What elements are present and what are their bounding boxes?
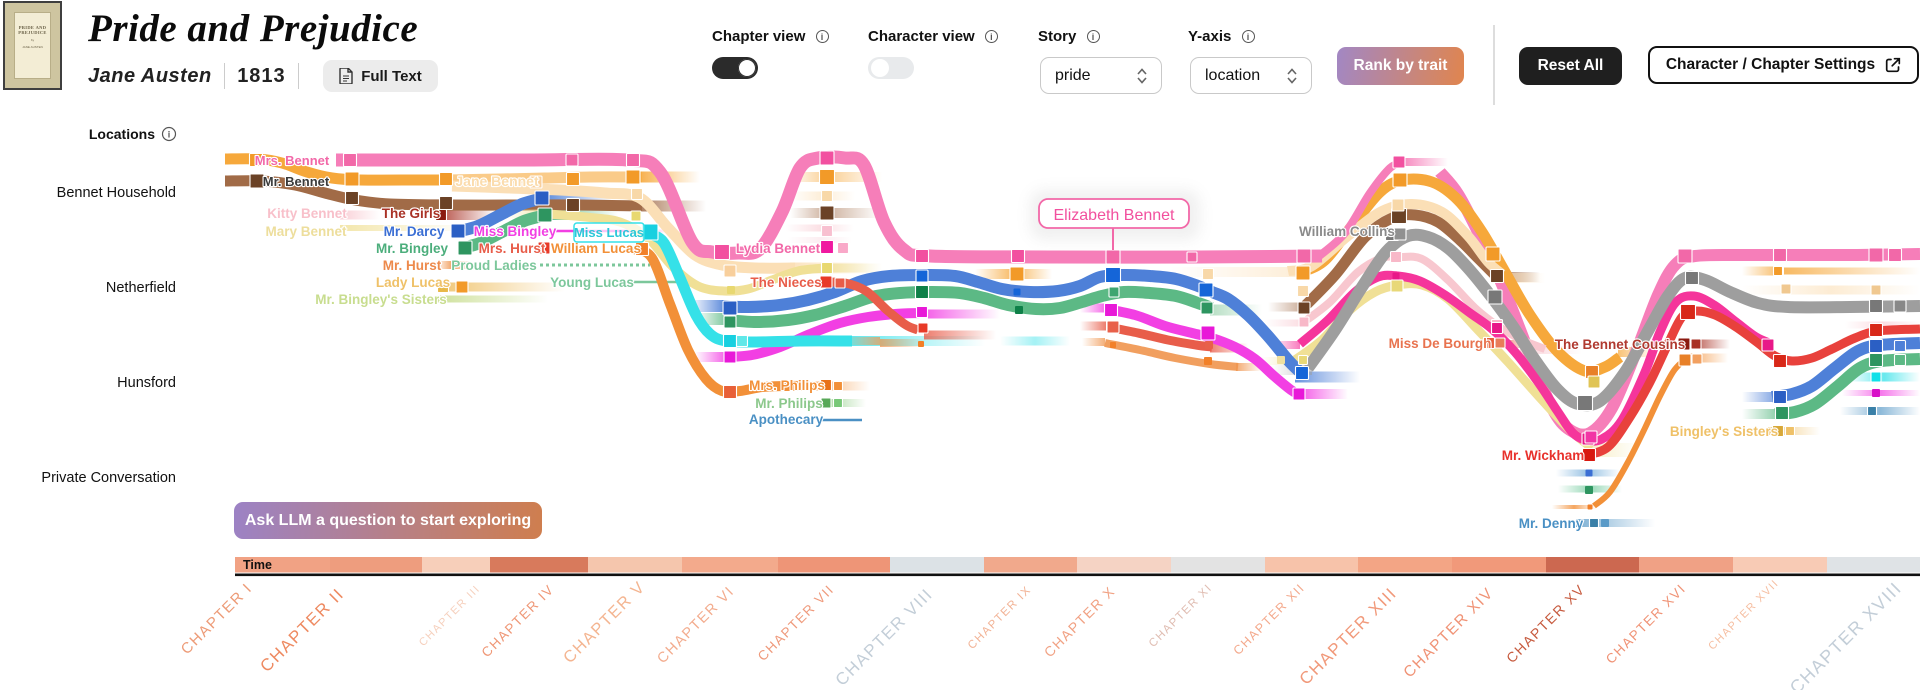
svg-text:CHAPTER XIII: CHAPTER XIII [1296, 584, 1401, 689]
svg-text:CHAPTER I: CHAPTER I [178, 580, 256, 658]
svg-text:CHAPTER IV: CHAPTER IV [479, 582, 557, 660]
svg-text:Proud Ladies: Proud Ladies [451, 258, 537, 273]
svg-text:Mr. Bingley's Sisters: Mr. Bingley's Sisters [315, 292, 447, 307]
svg-text:Young Lucas: Young Lucas [550, 275, 634, 290]
svg-text:Bennet Household: Bennet Household [57, 185, 176, 201]
svg-text:Miss Bingley: Miss Bingley [474, 224, 557, 239]
svg-text:Lady Lucas: Lady Lucas [376, 275, 450, 290]
svg-text:Miss De Bourgh: Miss De Bourgh [1389, 336, 1492, 351]
svg-text:CHAPTER II: CHAPTER II [256, 584, 348, 676]
svg-text:CHAPTER XVI: CHAPTER XVI [1603, 581, 1689, 667]
svg-text:CHAPTER VI: CHAPTER VI [654, 583, 737, 666]
svg-text:Mr. Denny: Mr. Denny [1519, 516, 1584, 531]
svg-text:Miss Lucas: Miss Lucas [574, 225, 644, 240]
svg-text:Hunsford: Hunsford [117, 375, 176, 391]
svg-text:Kitty Bennet: Kitty Bennet [267, 206, 347, 221]
svg-text:CHAPTER XIV: CHAPTER XIV [1400, 584, 1497, 681]
svg-text:William Lucas: William Lucas [551, 241, 641, 256]
svg-text:Mrs. Hurst: Mrs. Hurst [479, 241, 546, 256]
svg-text:CHAPTER VIII: CHAPTER VIII [832, 585, 937, 690]
svg-text:Mr. Hurst: Mr. Hurst [383, 258, 442, 273]
svg-text:Mrs. Philips: Mrs. Philips [749, 378, 825, 393]
svg-text:Jane Bennet: Jane Bennet [455, 173, 539, 189]
svg-text:CHAPTER XVIII: CHAPTER XVIII [1786, 578, 1906, 690]
svg-text:Locations: Locations [89, 126, 155, 142]
svg-text:Elizabeth Bennet: Elizabeth Bennet [1054, 207, 1176, 224]
svg-text:Apothecary: Apothecary [749, 412, 824, 427]
svg-text:CHAPTER V: CHAPTER V [560, 578, 649, 667]
svg-text:Mr. Bingley: Mr. Bingley [376, 241, 449, 256]
svg-text:The Nieces: The Nieces [750, 275, 821, 290]
svg-text:Mr. Philips: Mr. Philips [755, 396, 823, 411]
svg-text:Bingley's Sisters: Bingley's Sisters [1670, 424, 1778, 439]
svg-text:Mr. Bennet: Mr. Bennet [263, 174, 330, 189]
svg-text:The Bennet Cousins: The Bennet Cousins [1555, 337, 1686, 352]
svg-text:Mrs. Bennet: Mrs. Bennet [255, 153, 330, 168]
svg-text:Private Conversation: Private Conversation [41, 470, 176, 486]
svg-text:CHAPTER VII: CHAPTER VII [755, 582, 837, 664]
svg-text:CHAPTER XVII: CHAPTER XVII [1706, 577, 1781, 652]
svg-text:i: i [168, 130, 171, 140]
svg-text:CHAPTER X: CHAPTER X [1041, 583, 1119, 661]
svg-text:Mary Bennet: Mary Bennet [265, 224, 347, 239]
svg-text:Time: Time [243, 558, 272, 572]
svg-text:Mr. Darcy: Mr. Darcy [384, 224, 445, 239]
svg-text:Lydia Bennet: Lydia Bennet [736, 241, 821, 256]
svg-text:Netherfield: Netherfield [106, 280, 176, 296]
svg-text:CHAPTER IX: CHAPTER IX [966, 584, 1034, 652]
svg-text:CHAPTER XII: CHAPTER XII [1231, 581, 1308, 658]
svg-text:Mr. Wickham: Mr. Wickham [1502, 448, 1584, 463]
svg-text:The Girls: The Girls [382, 206, 441, 221]
svg-text:CHAPTER III: CHAPTER III [417, 583, 483, 649]
svg-text:William Collins: William Collins [1299, 224, 1395, 239]
svg-text:CHAPTER XV: CHAPTER XV [1503, 581, 1588, 666]
svg-text:CHAPTER XI: CHAPTER XI [1147, 582, 1215, 650]
